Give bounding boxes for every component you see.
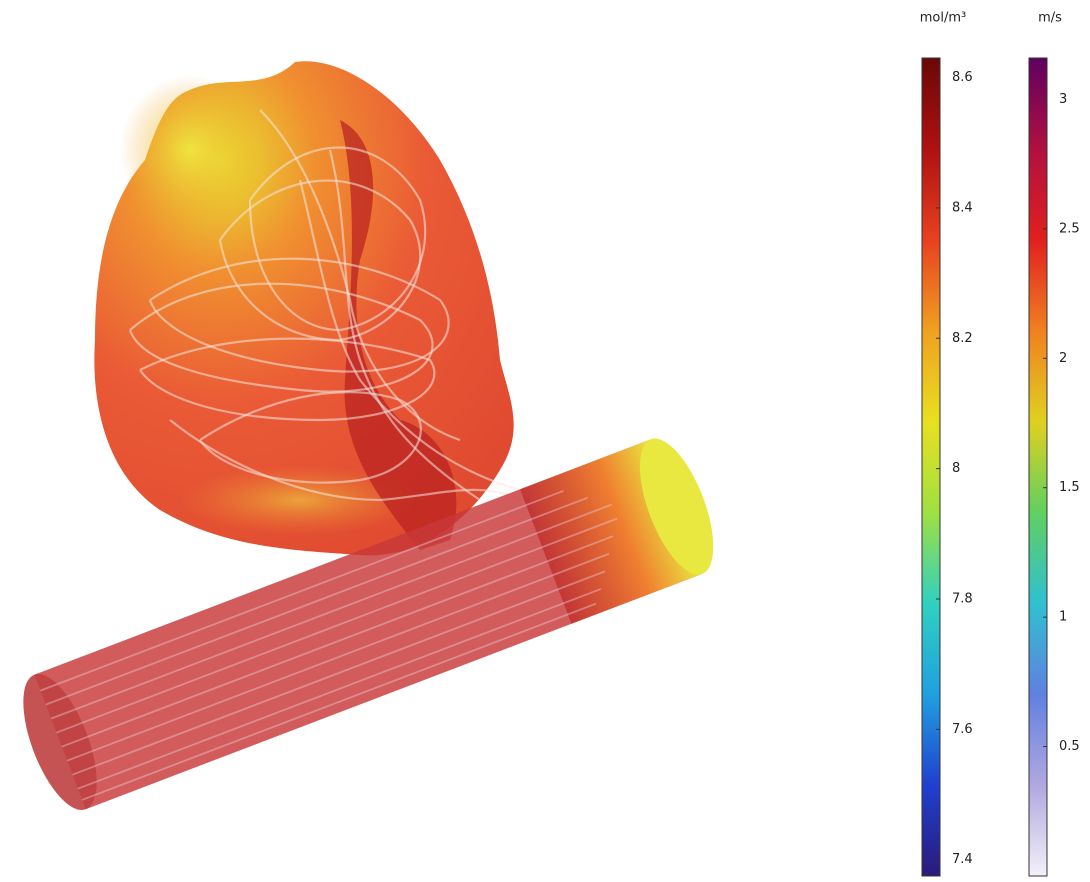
pipe-body <box>34 439 703 810</box>
pipe-inlet <box>23 673 97 811</box>
pipe-outlet <box>639 438 714 575</box>
colorbar-tick-label: 7.8 <box>952 591 973 606</box>
chamber-highlight <box>180 465 420 535</box>
baffle <box>340 120 457 550</box>
pipe-streamline <box>56 517 618 734</box>
colorbar-tick-label: 7.6 <box>952 722 973 737</box>
pipe-streamline <box>40 490 564 692</box>
colorbar-tick-label: 8.4 <box>952 200 973 215</box>
colorbar-unit: mol/m³ <box>920 11 966 26</box>
colorbar-tick-label: 8.6 <box>952 70 973 85</box>
pipe-streamline <box>61 535 614 748</box>
colorbar-tick-label: 1.5 <box>1059 480 1080 495</box>
chamber-highlight <box>120 75 260 225</box>
pipe-streamline <box>81 602 597 801</box>
colorbar-tick-label: 2.5 <box>1059 221 1080 236</box>
colorbar-tick-label: 1 <box>1059 610 1067 625</box>
pipe <box>23 438 714 811</box>
colorbar-tick-label: 0.5 <box>1059 739 1080 754</box>
colorbar-tick-label: 8 <box>952 461 960 476</box>
colorbar-tick-label: 8.2 <box>952 331 973 346</box>
model-render <box>23 61 714 811</box>
colorbar <box>1028 57 1048 877</box>
colorbar-tick-label: 3 <box>1059 92 1067 107</box>
colorbar-tick-label: 2 <box>1059 351 1067 366</box>
colorbar <box>921 57 941 877</box>
pipe-streamline <box>66 552 610 762</box>
pipe-streamline <box>50 503 612 720</box>
colorbar-tick-label: 7.4 <box>952 852 973 867</box>
pipe-streamline <box>72 570 606 776</box>
pipe-streamline <box>45 496 588 706</box>
pipe-streamline <box>77 588 602 790</box>
streamlines <box>128 109 521 502</box>
colorbar-unit: m/s <box>1038 11 1062 26</box>
